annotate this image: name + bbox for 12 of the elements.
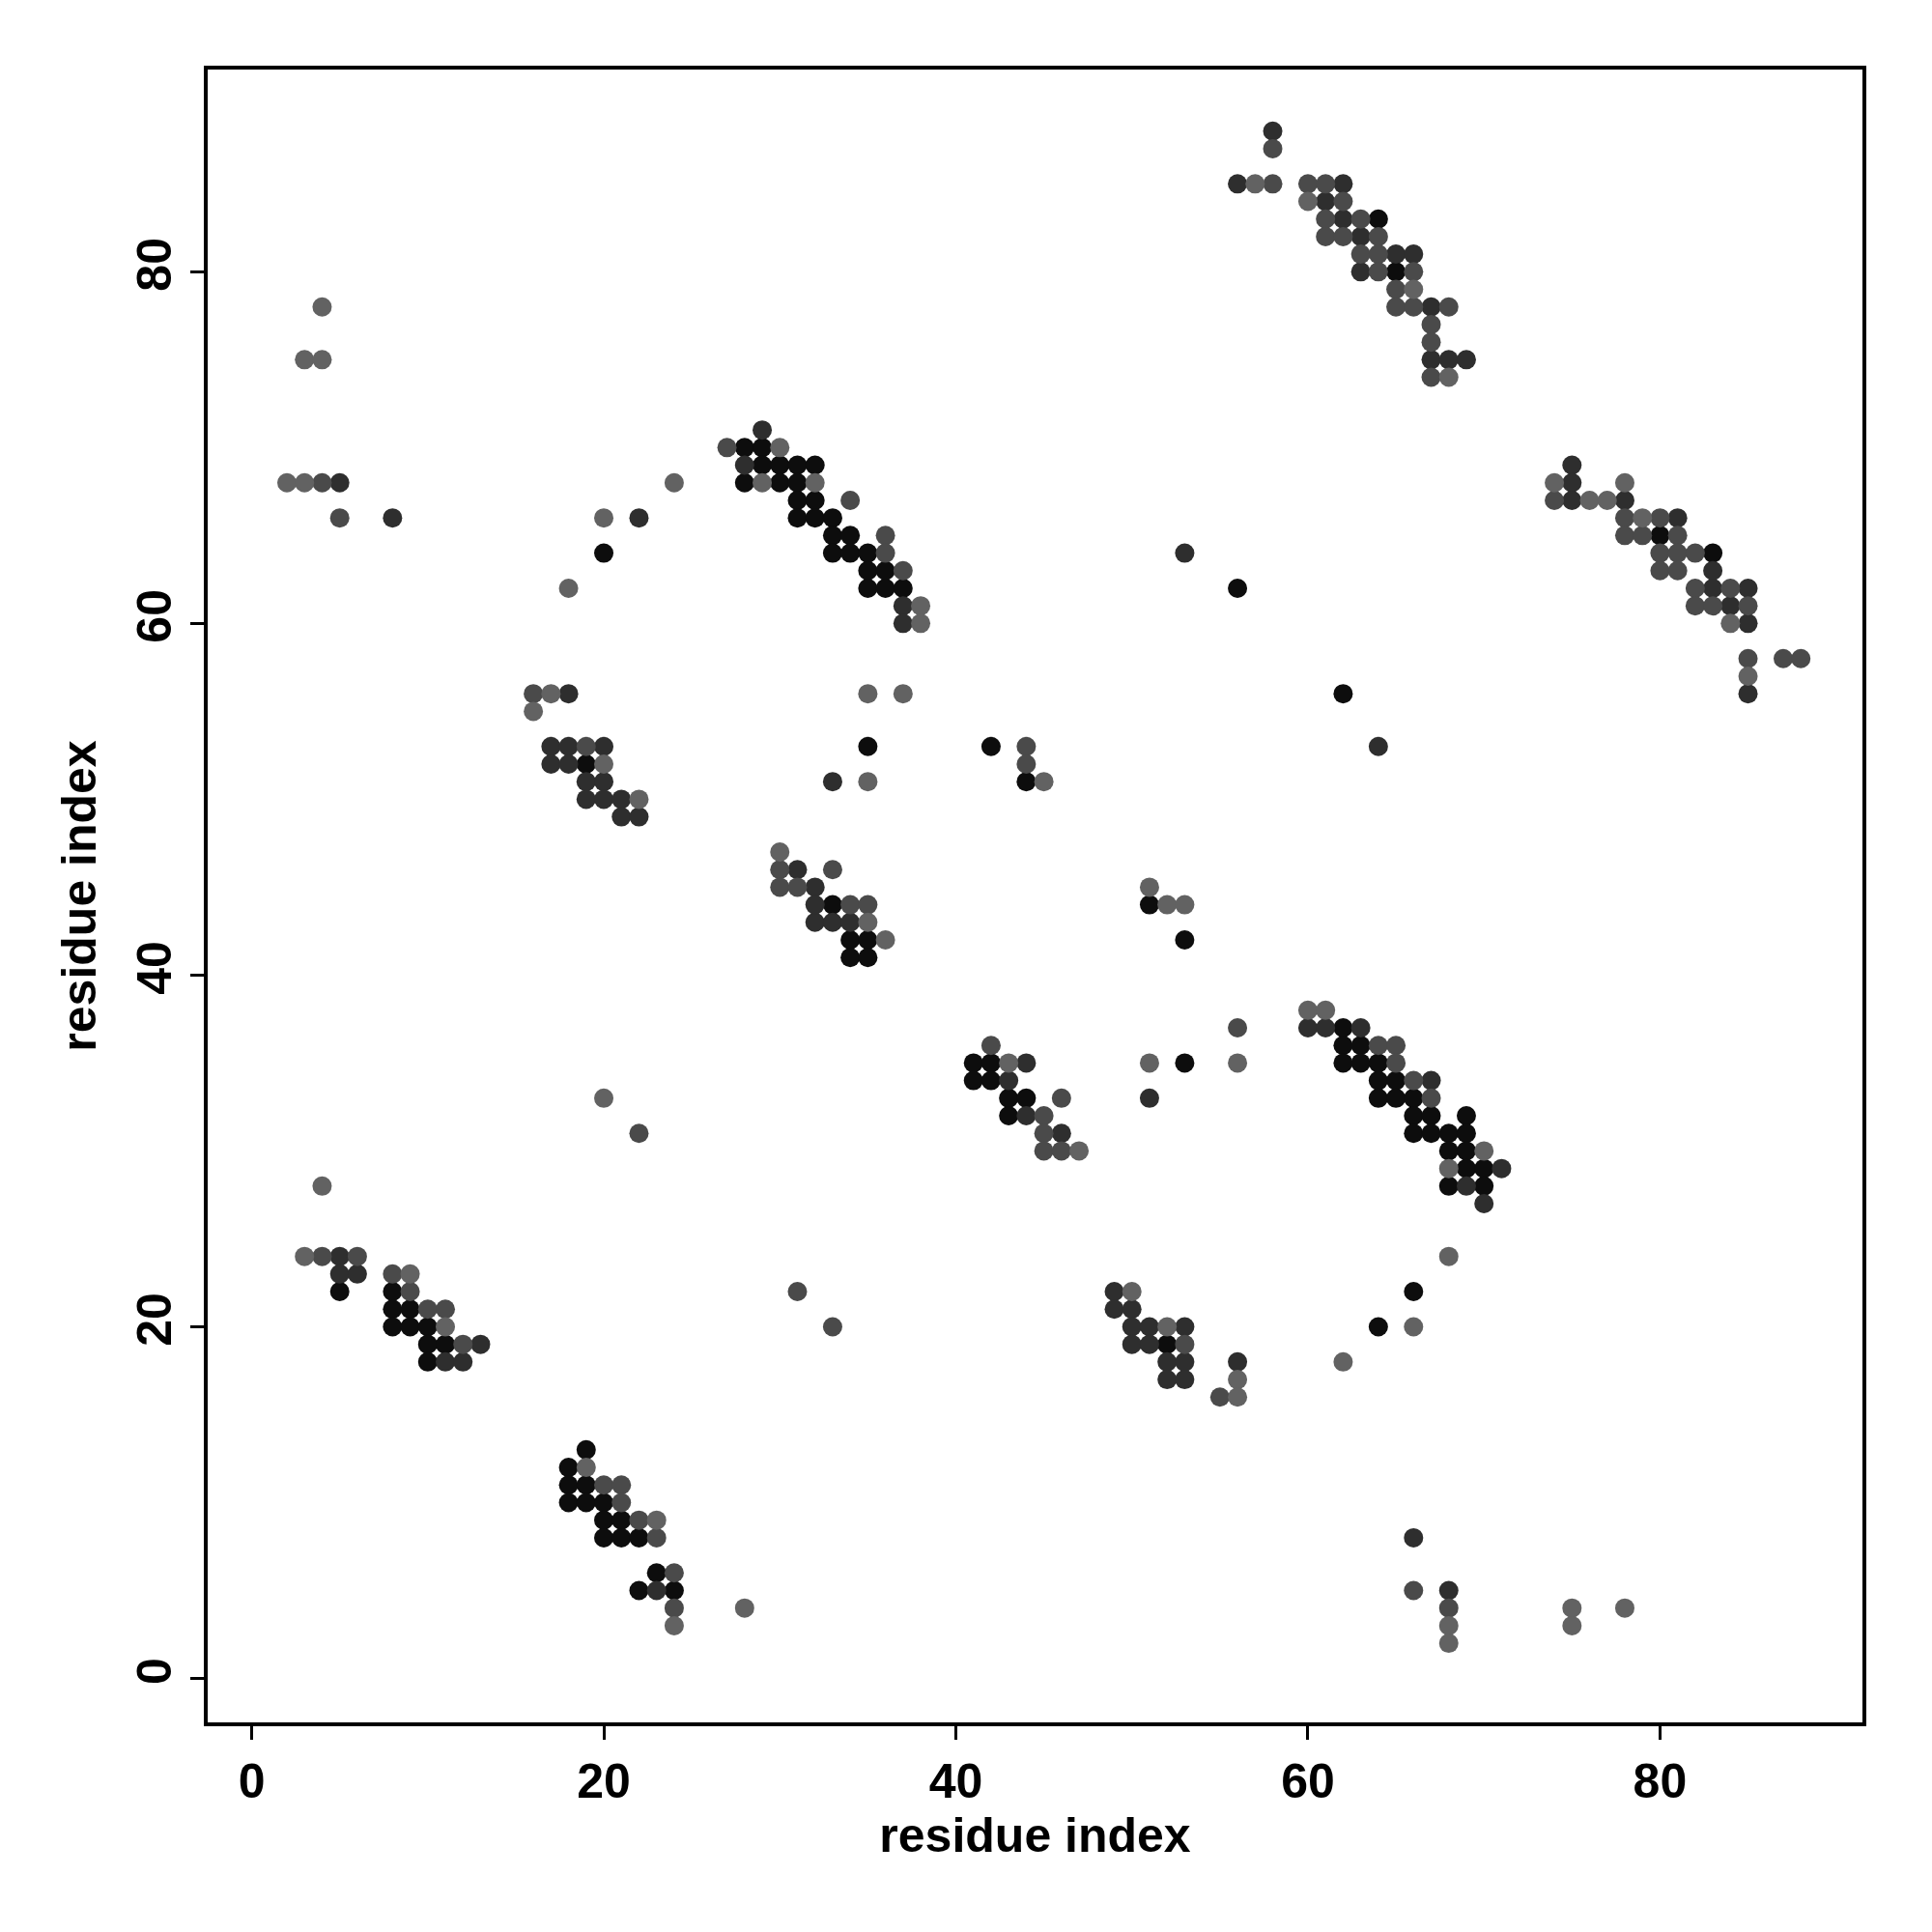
y-tick-label: 0 <box>128 1658 182 1685</box>
x-tick-label: 80 <box>1633 1754 1688 1808</box>
y-axis-title: residue index <box>51 740 106 1052</box>
x-axis-title: residue index <box>879 1808 1191 1862</box>
y-tick-label: 60 <box>128 589 182 643</box>
y-tick-label: 80 <box>128 238 182 292</box>
y-tick-label: 40 <box>128 941 182 995</box>
x-tick-label: 60 <box>1281 1754 1335 1808</box>
x-tick-label: 40 <box>928 1754 983 1808</box>
x-tick-label: 20 <box>577 1754 631 1808</box>
y-tick-label: 20 <box>128 1293 182 1347</box>
x-tick-label: 0 <box>238 1754 266 1808</box>
